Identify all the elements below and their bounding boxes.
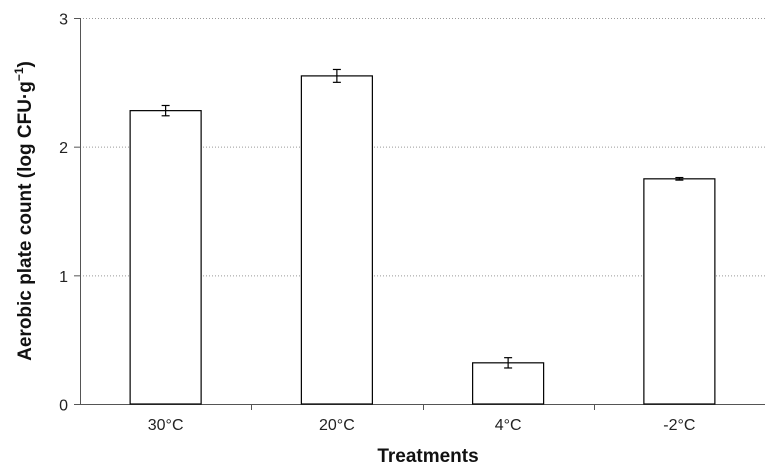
y-tick-label: 1 [59,269,68,286]
bar [472,362,545,405]
x-tick-labels: 30°C 20°C 4°C -2°C [148,417,696,434]
y-tick-label: 0 [59,398,68,415]
y-axis-title: Aerobic plate count (log CFU·g−1) [11,61,37,361]
y-tick-label: 2 [59,140,68,157]
y-tick-label: 3 [59,12,68,29]
error-bars [161,68,684,369]
bars [129,75,716,405]
x-axis-title: Treatments [377,446,478,467]
y-axis-title-box: Aerobic plate count (log CFU·g−1) [0,18,50,404]
y-tick-labels: 0 1 2 3 [59,12,68,415]
x-tick-label: 30°C [148,417,184,434]
y-axis-title-main: Aerobic plate count (log CFU·g [15,81,37,361]
y-axis-title-exponent: −1 [11,67,26,82]
x-tick-label: 4°C [495,417,522,434]
bar [300,75,373,405]
bar [643,178,716,405]
y-axis-title-close: ) [15,61,37,68]
bar [129,110,202,405]
x-tick-label: -2°C [663,417,695,434]
x-tick-label: 20°C [319,417,355,434]
